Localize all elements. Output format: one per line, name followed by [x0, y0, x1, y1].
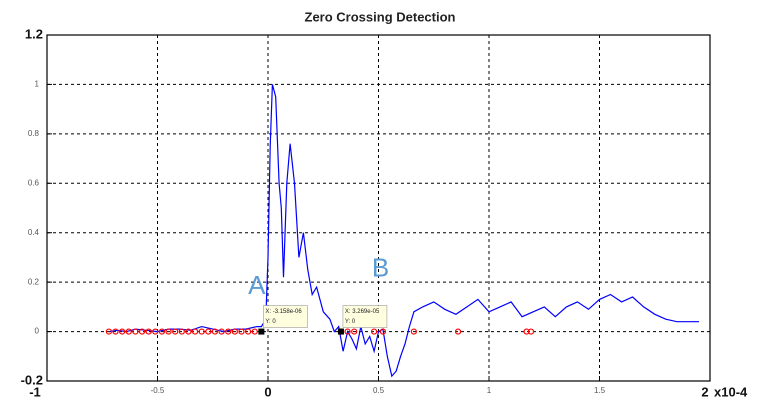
- zero-crossing-marker: [225, 328, 232, 335]
- zero-crossing-marker: [344, 328, 351, 335]
- x-tick-label: 0: [264, 384, 271, 399]
- datatip-text: Y: 0: [265, 319, 276, 325]
- x-tick-label: 1: [487, 386, 492, 395]
- datatip-text: X: -3.158e-06: [265, 309, 302, 315]
- zero-crossing-marker: [138, 328, 146, 335]
- zero-crossing-marker: [251, 328, 258, 335]
- y-tick-label: 0: [35, 327, 40, 336]
- zero-crossing-marker: [112, 328, 119, 335]
- datatip-text: Y: 0: [345, 319, 356, 325]
- datatip-marker: [337, 328, 344, 335]
- zero-crossing-marker: [172, 328, 179, 335]
- zero-crossing-marker: [145, 328, 152, 335]
- x-exponent-label: x10-4: [714, 384, 748, 399]
- zero-crossing-marker: [132, 328, 139, 335]
- zero-crossing-marker: [105, 328, 112, 335]
- zero-crossing-marker: [185, 328, 192, 335]
- zero-crossing-marker: [191, 328, 199, 335]
- zero-crossing-marker: [165, 328, 172, 335]
- x-tick-label: -1: [29, 384, 41, 399]
- x-tick-label: -0.5: [151, 386, 165, 395]
- y-tick-label: 0.4: [28, 228, 40, 237]
- y-tick-label: 1: [35, 80, 40, 89]
- zero-crossing-marker: [152, 328, 159, 335]
- annotation: A: [248, 270, 266, 300]
- zero-crossing-marker: [370, 328, 378, 335]
- zero-crossing-marker: [205, 328, 212, 335]
- zero-crossing-marker: [211, 328, 219, 335]
- zero-crossing-marker: [454, 328, 462, 335]
- y-tick-label: 1.2: [25, 26, 43, 41]
- zero-crossing-marker: [245, 328, 252, 335]
- zero-crossing-marker: [410, 328, 417, 335]
- x-tick-label: 2: [701, 384, 708, 399]
- annotation: B: [372, 253, 389, 283]
- zero-crossing-marker: [351, 328, 358, 335]
- x-tick-label: 0.5: [373, 386, 385, 395]
- datatip-box: [263, 305, 308, 328]
- zero-crossing-marker: [158, 328, 166, 335]
- datatip-marker: [258, 328, 265, 335]
- y-tick-label: 0.6: [28, 178, 40, 187]
- x-tick-label: 1.5: [594, 386, 606, 395]
- zero-crossing-marker: [231, 328, 238, 335]
- zero-crossing-marker: [198, 328, 205, 335]
- zero-crossing-marker: [527, 328, 535, 335]
- y-tick-label: 0.8: [28, 129, 40, 138]
- zero-crossing-marker: [178, 328, 185, 335]
- y-tick-label: 0.2: [28, 277, 40, 286]
- y-tick-label: -0.2: [21, 372, 43, 387]
- zero-crossing-marker: [238, 328, 245, 335]
- zero-crossing-marker: [119, 328, 126, 335]
- signal-line: [108, 84, 699, 378]
- zero-crossing-marker: [379, 328, 387, 335]
- axes-box: [46, 34, 711, 382]
- zero-crossing-marker: [125, 328, 132, 335]
- datatip-box: [342, 305, 388, 328]
- datatip-text: X: 3.269e-05: [345, 309, 380, 315]
- chart-title: Zero Crossing Detection: [305, 9, 456, 24]
- zero-crossing-marker: [218, 328, 225, 335]
